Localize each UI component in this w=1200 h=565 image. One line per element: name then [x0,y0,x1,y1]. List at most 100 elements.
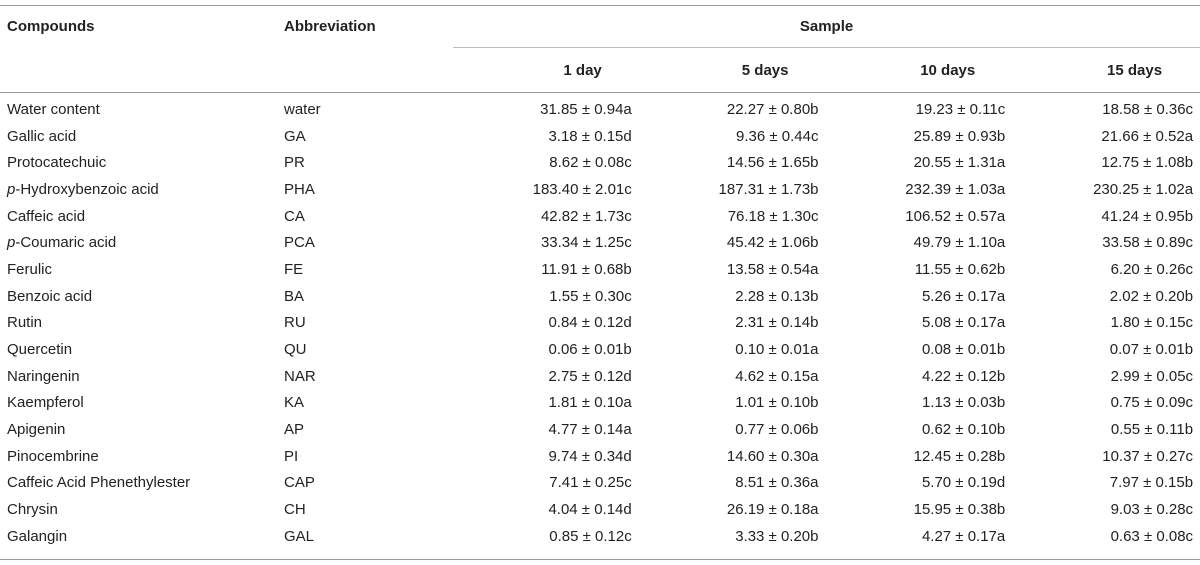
table-row: Water content water 31.85 ± 0.94a 22.27 ± 0… [0,92,1200,123]
table-body: Water content water 31.85 ± 0.94a 22.27 ± 0… [0,92,1200,550]
value-cell: 19.23 ± 0.11c [915,100,1006,118]
value-cell: 26.19 ± 0.18a [726,501,819,519]
value-cell: 6.20 ± 0.26c [1110,260,1194,278]
value-cell: 8.51 ± 0.36a [735,474,819,492]
value-cell: 9.03 ± 0.28c [1110,501,1194,519]
value-cell: 33.34 ± 1.25c [540,234,632,252]
abbreviation-cell: CA [284,207,305,225]
table-row: Caffeic Acid Phenethylester CAP 7.41 ± 0.2… [0,470,1200,497]
abbreviation-cell: KA [284,394,305,412]
value-cell: 21.66 ± 0.52a [1101,127,1194,145]
compound-name-cell: Naringenin [0,363,278,390]
value-cell: 14.60 ± 0.30a [726,447,819,465]
compound-name: Benzoic acid [7,287,93,305]
value-cell: 0.77 ± 0.06b [735,421,819,439]
value-cell: 2.28 ± 0.13b [735,287,819,305]
value-cell: 7.41 ± 0.25c [549,474,632,492]
value-cell: 49.79 ± 1.10a [913,234,1006,252]
table-row: Chrysin CH 4.04 ± 0.14d 26.19 ± 0.18a 15.95 … [0,496,1200,523]
abbreviation-cell: AP [284,421,305,439]
value-cell: 3.33 ± 0.20b [735,527,819,545]
abbreviation-cell: BA [284,287,305,305]
compound-name: Caffeic Acid Phenethylester [7,474,191,492]
abbreviation-cell: QU [284,341,307,359]
value-cell: 5.08 ± 0.17a [921,314,1006,332]
compound-name-cell: p-Hydroxybenzoic acid [0,176,278,203]
table-row: Benzoic acid BA 1.55 ± 0.30c 2.28 ± 0.13b 5.… [0,283,1200,310]
abbreviation-cell: PHA [284,180,315,198]
abbreviation-cell: PCA [284,234,315,252]
abbreviation-cell: water [284,100,321,118]
table-row: Apigenin AP 4.77 ± 0.14a 0.77 ± 0.06b 0.62 ±… [0,416,1200,443]
value-cell: 2.99 ± 0.05c [1110,367,1194,385]
compound-name: Galangin [7,527,68,545]
compound-name: Ferulic [7,260,53,278]
table-header-rule [0,92,1200,93]
day-10-column-header: 10 days [920,61,976,79]
table-row: Kaempferol KA 1.81 ± 0.10a 1.01 ± 0.10b 1.13… [0,390,1200,417]
compound-name-cell: Rutin [0,310,278,337]
table-row: Gallic acid GA 3.18 ± 0.15d 9.36 ± 0.44c 25.… [0,123,1200,150]
table-row: p-Coumaric acid PCA 33.34 ± 1.25c 45.42 ± 1… [0,229,1200,256]
compound-name: Caffeic acid [7,207,86,225]
value-cell: 18.58 ± 0.36c [1102,100,1194,118]
header-row-days: 1 day 5 days 10 days 15 days [0,48,1200,93]
value-cell: 0.63 ± 0.08c [1110,527,1194,545]
value-cell: 22.27 ± 0.80b [726,100,819,118]
value-cell: 9.74 ± 0.34d [548,447,632,465]
compound-name: -Coumaric acid [15,234,117,252]
abbreviation-cell: CH [284,501,306,519]
compound-name-cell: Ferulic [0,256,278,283]
compound-name: -Hydroxybenzoic acid [15,180,159,198]
compound-name: Quercetin [7,341,73,359]
compound-name: Gallic acid [7,127,77,145]
value-cell: 1.81 ± 0.10a [548,394,632,412]
abbreviation-cell: CAP [284,474,315,492]
value-cell: 13.58 ± 0.54a [726,260,819,278]
value-cell: 183.40 ± 2.01c [532,180,632,198]
compound-name: Apigenin [7,421,66,439]
value-cell: 42.82 ± 1.73c [540,207,632,225]
value-cell: 12.75 ± 1.08b [1101,154,1194,172]
table-row: Ferulic FE 11.91 ± 0.68b 13.58 ± 0.54a 11.55… [0,256,1200,283]
compound-name: Water content [7,100,100,118]
header-spacer [278,48,453,93]
abbreviation-cell: GA [284,127,306,145]
value-cell: 45.42 ± 1.06b [726,234,819,252]
value-cell: 0.85 ± 0.12c [549,527,632,545]
value-cell: 0.75 ± 0.09c [1110,394,1194,412]
value-cell: 20.55 ± 1.31a [913,154,1006,172]
table-row: p-Hydroxybenzoic acid PHA 183.40 ± 2.01c 18… [0,176,1200,203]
compound-name-cell: Water content [0,92,278,123]
compound-name-cell: Pinocembrine [0,443,278,470]
value-cell: 11.91 ± 0.68b [541,260,632,278]
value-cell: 232.39 ± 1.03a [905,180,1006,198]
value-cell: 0.10 ± 0.01a [735,341,819,359]
compound-name-cell: Caffeic Acid Phenethylester [0,470,278,497]
value-cell: 4.62 ± 0.15a [735,367,819,385]
table-bottom-rule [0,559,1200,560]
abbreviation-cell: PR [284,154,305,172]
compound-name: Pinocembrine [7,447,99,465]
value-cell: 33.58 ± 0.89c [1102,234,1194,252]
compound-name-prefix: p [7,180,16,198]
value-cell: 14.56 ± 1.65b [726,154,819,172]
value-cell: 187.31 ± 1.73b [718,180,819,198]
compound-name: Rutin [7,314,43,332]
header-row-top: Compounds Abbreviation Sample [0,5,1200,48]
day-15-column-header: 15 days [1107,61,1163,79]
compound-name: Kaempferol [7,394,84,412]
value-cell: 4.22 ± 0.12b [921,367,1006,385]
compound-name-cell: Caffeic acid [0,203,278,230]
value-cell: 11.55 ± 0.62b [914,260,1006,278]
abbreviation-cell: RU [284,314,306,332]
abbreviation-cell: GAL [284,527,315,545]
compound-name-cell: Benzoic acid [0,283,278,310]
value-cell: 41.24 ± 0.95b [1101,207,1194,225]
table-row: Quercetin QU 0.06 ± 0.01b 0.10 ± 0.01a 0.08 … [0,336,1200,363]
compound-name-cell: Gallic acid [0,123,278,150]
compound-name-cell: Kaempferol [0,390,278,417]
compounds-column-header: Compounds [7,17,95,35]
value-cell: 8.62 ± 0.08c [549,154,632,172]
